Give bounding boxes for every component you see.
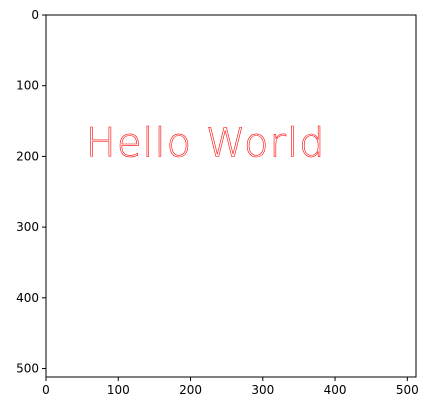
axes-frame (45, 14, 417, 378)
y-axis-ticks: 0 100 200 300 400 500 (16, 8, 46, 376)
x-axis-ticks: 0 100 200 300 400 500 (42, 377, 419, 397)
x-tick-label: 0 (42, 383, 50, 397)
y-tick-label: 300 (16, 220, 39, 234)
x-tick-label: 300 (251, 383, 274, 397)
y-tick-label: 400 (16, 291, 39, 305)
annotation-text: Hello World (86, 120, 326, 166)
annotation-group: Hello World (85, 120, 326, 167)
y-tick-label: 0 (31, 8, 39, 22)
axes-background (46, 15, 416, 377)
x-tick-label: 200 (179, 383, 202, 397)
x-tick-label: 500 (396, 383, 419, 397)
x-tick-label: 100 (107, 383, 130, 397)
x-tick-label: 400 (324, 383, 347, 397)
y-tick-label: 100 (16, 79, 39, 93)
y-tick-label: 500 (16, 362, 39, 376)
y-tick-label: 200 (16, 149, 39, 163)
